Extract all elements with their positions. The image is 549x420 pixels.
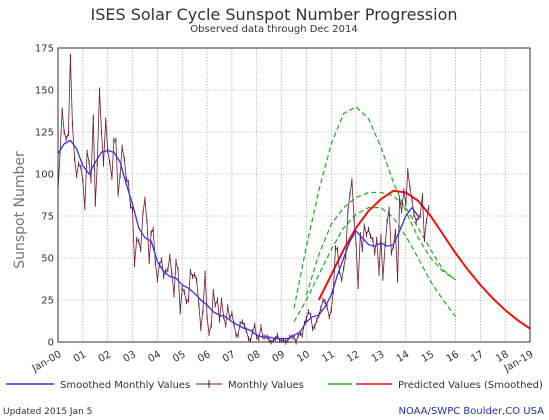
x-tick-label: 03	[121, 349, 138, 365]
x-tick-label: 08	[246, 349, 263, 365]
legend-predicted-label: Predicted Values (Smoothed)	[398, 380, 543, 391]
x-tick-label: 10	[295, 349, 312, 365]
x-tick-label: 01	[72, 349, 89, 365]
smoothed-series	[57, 139, 419, 340]
legend: Smoothed Monthly Values Monthly Values P…	[6, 380, 543, 391]
monthly-line	[57, 56, 429, 344]
predicted-series	[317, 189, 531, 330]
prediction-bound-line-4	[305, 191, 456, 296]
y-axis-label: Sunspot Number	[12, 151, 28, 269]
x-tick-label: 13	[370, 349, 387, 365]
x-tick-label: 06	[196, 349, 213, 365]
y-tick-label: 100	[35, 170, 54, 181]
x-tick-label: 14	[395, 349, 412, 365]
y-tick-label: 175	[35, 44, 54, 55]
y-tick-label: 125	[35, 128, 54, 139]
prediction-bound-line-3	[293, 106, 456, 309]
x-tick-label: 02	[97, 349, 114, 365]
x-tick-label: 15	[420, 349, 437, 365]
x-tick-label: 16	[444, 349, 461, 365]
credit-text: NOAA/SWPC Boulder,CO USA	[398, 406, 544, 417]
x-tick-label: 05	[171, 349, 188, 365]
x-tick-label: Jan-00	[30, 349, 64, 375]
prediction-bound-line-5	[293, 207, 456, 323]
x-tick-label: 07	[221, 349, 238, 365]
legend-monthly-label: Monthly Values	[228, 380, 304, 391]
y-tick-label: 25	[41, 296, 54, 307]
y-tick-labels: 0 25 50 75 100 125 150 175	[35, 44, 54, 349]
chart-title: ISES Solar Cycle Sunspot Number Progress…	[91, 5, 458, 24]
prediction-bounds	[293, 106, 456, 323]
legend-smoothed-label: Smoothed Monthly Values	[60, 380, 190, 391]
x-tick-label: 17	[469, 349, 486, 365]
y-tick-label: 0	[48, 338, 54, 349]
x-tick-labels: Jan-00 01 02 03 04 05 06 07 08 09 10 11 12 13 14 15 16 17…	[30, 349, 536, 375]
grid-lines	[58, 48, 530, 342]
smoothed-line	[57, 139, 419, 340]
x-tick-label: 12	[345, 349, 362, 365]
y-tick-label: 75	[41, 212, 54, 223]
monthly-series	[57, 53, 430, 345]
y-tick-label: 50	[41, 254, 54, 265]
x-tick-label: 09	[271, 349, 288, 365]
plot-frame	[57, 47, 531, 343]
updated-date: Updated 2015 Jan 5	[3, 407, 92, 417]
x-tick-label: 11	[320, 349, 337, 365]
x-tick-label: 04	[146, 349, 163, 365]
chart-subtitle: Observed data through Dec 2014	[190, 24, 357, 35]
y-tick-label: 150	[35, 86, 54, 97]
predicted-line	[317, 189, 531, 330]
